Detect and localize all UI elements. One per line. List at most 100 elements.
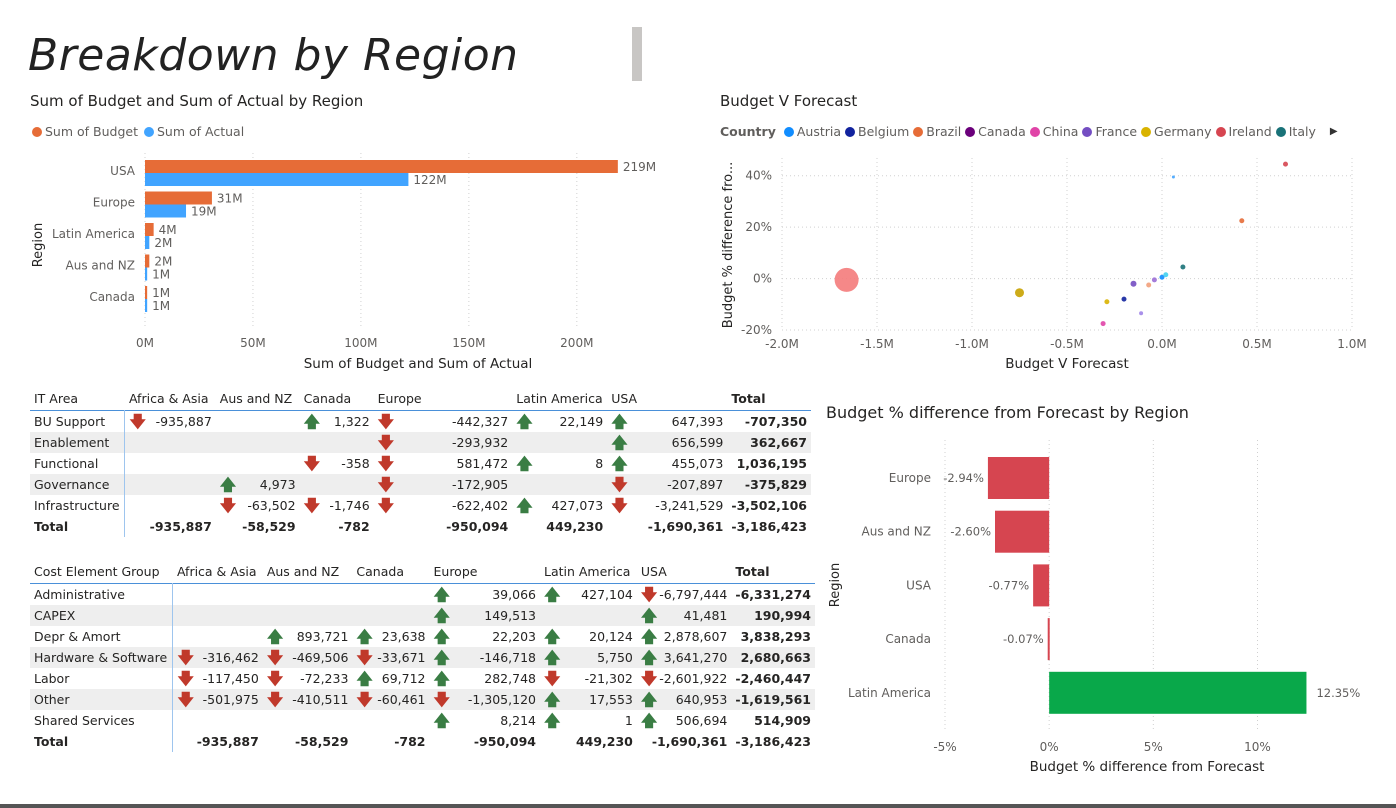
column-header-usa[interactable]: USA — [611, 390, 638, 406]
pct-diff-bar[interactable] — [1033, 564, 1050, 607]
table-row[interactable]: Governance 🡅 4,973 🡇 -172,905 🡇 -207,897 -375,8… — [30, 474, 811, 495]
column-header-aus-and-nz[interactable]: Aus and NZ — [266, 563, 340, 579]
budget-actual-legend[interactable]: Sum of Budget Sum of Actual — [28, 124, 244, 139]
column-header-canada[interactable]: Canada — [303, 390, 352, 406]
legend-item-france[interactable]: France — [1095, 124, 1138, 139]
scatter-point[interactable] — [1146, 282, 1152, 288]
column-header-africa-asia[interactable]: Africa & Asia — [176, 563, 257, 579]
column-header-it-area[interactable]: IT Area — [34, 390, 79, 406]
legend-item-canada[interactable]: Canada — [978, 124, 1026, 139]
bar-sum-of-budget[interactable] — [145, 160, 618, 173]
row-label[interactable]: Infrastructure — [30, 495, 126, 516]
scatter-point[interactable] — [1180, 264, 1186, 270]
row-label[interactable]: Functional — [30, 453, 126, 474]
scatter-point[interactable] — [1159, 274, 1165, 280]
legend-swatch-canada — [965, 126, 976, 137]
bar-sum-of-budget[interactable] — [145, 286, 148, 299]
bar-sum-of-actual[interactable] — [145, 204, 187, 218]
scatter-point[interactable] — [1121, 296, 1127, 302]
bar-sum-of-actual[interactable] — [145, 267, 148, 281]
bar-sum-of-budget[interactable] — [145, 191, 212, 205]
budget-forecast-scatter-chart[interactable]: -20% 0% 20% 40% -2.0M -1.5M -1.0M -0.5M 0.0M 0.5M… — [710, 150, 1370, 380]
scatter-point[interactable] — [1130, 280, 1137, 287]
legend-item-china[interactable]: China — [1042, 124, 1079, 139]
row-label[interactable]: Other — [30, 689, 174, 710]
row-label[interactable]: Depr & Amort — [30, 626, 174, 647]
x-tick-label: -0.5M — [1050, 337, 1084, 351]
row-label[interactable]: Administrative — [30, 583, 174, 605]
column-header-latin-america[interactable]: Latin America — [516, 390, 603, 406]
table-row[interactable]: Administrative 🡅 39,066 🡅 427,104 🡇 -6,797,444… — [30, 583, 815, 605]
table-row[interactable]: Infrastructure 🡇 -63,502 🡇 -1,746 🡇 -622,402 🡅 4… — [30, 495, 811, 516]
column-header-cost-element-group[interactable]: Cost Element Group — [34, 563, 160, 579]
row-label[interactable]: CAPEX — [30, 605, 174, 626]
pct-diff-bar[interactable] — [987, 457, 1050, 499]
total-cell: -1,690,361 — [651, 734, 728, 749]
table-cell: 🡅 3,641,270 — [636, 647, 732, 668]
legend-item-germany[interactable]: Germany — [1154, 124, 1212, 139]
scatter-point[interactable] — [1139, 311, 1144, 316]
legend-item-italy[interactable]: Italy — [1288, 124, 1316, 139]
column-header-canada[interactable]: Canada — [356, 563, 404, 579]
table-row[interactable]: Labor 🡇 -117,450 🡇 -72,233 🡅 69,712 🡅 282,748 🡇 -2… — [30, 668, 815, 689]
scatter-point[interactable] — [1171, 175, 1175, 179]
cell-value: 3,641,270 — [663, 649, 728, 665]
scatter-point[interactable] — [834, 267, 859, 292]
scatter-point[interactable] — [1100, 321, 1106, 327]
legend-item-austria[interactable]: Austria — [796, 124, 842, 139]
pct-diff-bar[interactable] — [995, 510, 1050, 553]
pct-diff-bar[interactable] — [1047, 618, 1050, 661]
scatter-point[interactable] — [1015, 288, 1024, 298]
country-legend[interactable]: Country Austria Belgium Brazil Canada China F… — [720, 124, 1338, 139]
it-area-matrix[interactable]: IT Area Africa & Asia Aus and NZ Canada Euro… — [30, 386, 811, 537]
scatter-point[interactable] — [1283, 161, 1288, 167]
column-header-total[interactable]: Total — [731, 390, 766, 406]
budget-actual-bar-chart[interactable]: 0M 50M 100M 150M 200M USA 219M 122M Europe 31M19M… — [0, 145, 700, 375]
row-label[interactable]: Labor — [30, 668, 174, 689]
column-header-europe[interactable]: Europe — [433, 563, 478, 579]
column-header-total[interactable]: Total — [735, 563, 770, 579]
cell-value: -469,506 — [292, 649, 349, 665]
bar-sum-of-actual[interactable] — [145, 299, 148, 312]
pct-diff-bar[interactable] — [1049, 671, 1307, 714]
row-label[interactable]: Enablement — [30, 432, 126, 453]
row-label[interactable]: Hardware & Software — [30, 647, 174, 668]
row-label[interactable]: BU Support — [30, 410, 126, 432]
table-row[interactable]: Enablement 🡇 -293,932 🡅 656,599 362,667 — [30, 432, 811, 453]
column-header-europe[interactable]: Europe — [377, 390, 422, 406]
cell-value: -33,671 — [377, 649, 426, 665]
pct-diff-bar-chart[interactable]: -5% 0% 5% 10% Europe -2.94% Aus and NZ -2.60% US… — [820, 435, 1380, 780]
legend-item-brazil[interactable]: Brazil — [926, 124, 962, 139]
row-label[interactable]: Governance — [30, 474, 126, 495]
table-row[interactable]: CAPEX 🡅 149,513 🡅 41,481 190,994 — [30, 605, 815, 626]
scatter-point[interactable] — [1239, 218, 1245, 224]
table-row[interactable]: BU Support 🡇 -935,887 🡅 1,322 🡇 -442,327 🡅 22,14… — [30, 410, 811, 432]
bar-sum-of-actual[interactable] — [145, 173, 409, 186]
scatter-point[interactable] — [1163, 272, 1169, 278]
data-label: 1M — [152, 299, 170, 313]
table-row[interactable]: Shared Services 🡅 8,214 🡅 1 🡅 506,694 514,909 — [30, 710, 815, 731]
bar-sum-of-budget[interactable] — [145, 223, 154, 236]
legend-item-ireland[interactable]: Ireland — [1228, 124, 1272, 139]
bar-sum-of-actual[interactable] — [145, 236, 150, 249]
x-tick-label: 50M — [240, 336, 266, 350]
row-label[interactable]: Shared Services — [30, 710, 174, 731]
column-header-latin-america[interactable]: Latin America — [543, 563, 631, 579]
column-header-africa-asia[interactable]: Africa & Asia — [128, 390, 209, 406]
table-cell — [262, 605, 353, 626]
x-tick-label: 10% — [1244, 740, 1271, 754]
table-row[interactable]: Other 🡇 -501,975 🡇 -410,511 🡇 -60,461 🡇 -1,305,1… — [30, 689, 815, 710]
column-header-aus-and-nz[interactable]: Aus and NZ — [219, 390, 293, 406]
bar-sum-of-budget[interactable] — [145, 254, 150, 268]
table-row[interactable]: Functional 🡇 -358 🡇 581,472 🡅 8 🡅 455,073 1,036,1… — [30, 453, 811, 474]
column-header-usa[interactable]: USA — [640, 563, 667, 579]
scatter-point[interactable] — [1151, 277, 1157, 283]
x-tick-label: 1.0M — [1337, 337, 1366, 351]
legend-item-belgium[interactable]: Belgium — [858, 124, 910, 139]
legend-swatch-austria — [783, 126, 794, 137]
table-row[interactable]: Depr & Amort 🡅 893,721 🡅 23,638 🡅 22,203 🡅 20,12… — [30, 626, 815, 647]
table-row[interactable]: Hardware & Software 🡇 -316,462 🡇 -469,506 🡇 -3… — [30, 647, 815, 668]
chevron-right-icon[interactable]: ▶ — [1329, 126, 1338, 137]
scatter-point[interactable] — [1104, 299, 1110, 305]
cost-element-matrix[interactable]: Cost Element Group Africa & Asia Aus and N… — [30, 559, 815, 752]
